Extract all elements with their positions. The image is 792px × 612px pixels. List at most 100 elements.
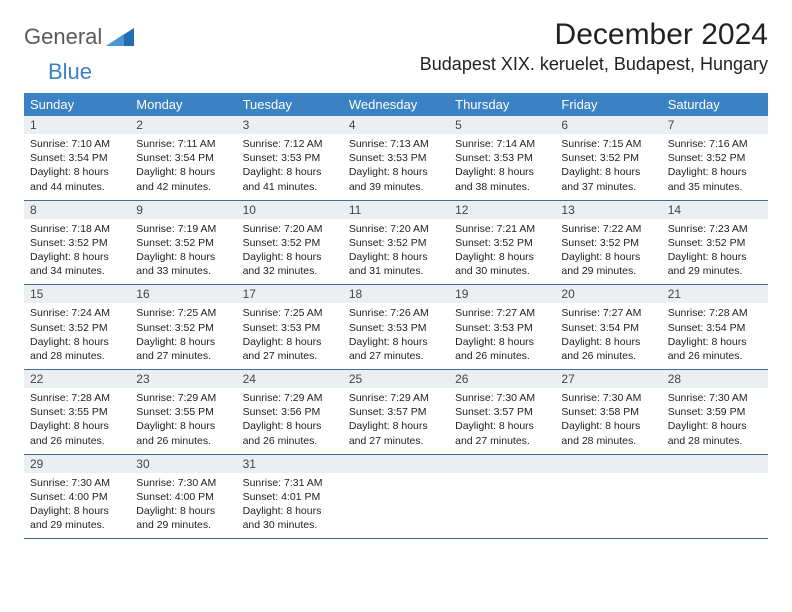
day-body: Sunrise: 7:13 AMSunset: 3:53 PMDaylight:…: [343, 134, 449, 200]
day-day2: and 26 minutes.: [668, 349, 762, 363]
day-sunset: Sunset: 3:53 PM: [349, 321, 443, 335]
day-sunrise: Sunrise: 7:12 AM: [243, 137, 337, 151]
day-sunrise: Sunrise: 7:25 AM: [243, 306, 337, 320]
day-number: [555, 455, 661, 473]
day-day1: Daylight: 8 hours: [243, 250, 337, 264]
day-body: Sunrise: 7:29 AMSunset: 3:57 PMDaylight:…: [343, 388, 449, 454]
day-sunset: Sunset: 3:52 PM: [349, 236, 443, 250]
day-sunset: Sunset: 3:53 PM: [455, 151, 549, 165]
day-sunset: Sunset: 3:59 PM: [668, 405, 762, 419]
day-day1: Daylight: 8 hours: [136, 419, 230, 433]
day-cell: 27Sunrise: 7:30 AMSunset: 3:58 PMDayligh…: [555, 370, 661, 454]
day-body: Sunrise: 7:28 AMSunset: 3:55 PMDaylight:…: [24, 388, 130, 454]
day-body: Sunrise: 7:22 AMSunset: 3:52 PMDaylight:…: [555, 219, 661, 285]
day-number: 19: [449, 285, 555, 303]
day-day2: and 26 minutes.: [136, 434, 230, 448]
day-cell: 23Sunrise: 7:29 AMSunset: 3:55 PMDayligh…: [130, 370, 236, 454]
day-cell: [662, 455, 768, 539]
day-day2: and 30 minutes.: [243, 518, 337, 532]
day-number: 15: [24, 285, 130, 303]
day-day1: Daylight: 8 hours: [136, 504, 230, 518]
day-sunrise: Sunrise: 7:30 AM: [455, 391, 549, 405]
day-sunset: Sunset: 3:53 PM: [455, 321, 549, 335]
day-day1: Daylight: 8 hours: [349, 250, 443, 264]
week-row: 22Sunrise: 7:28 AMSunset: 3:55 PMDayligh…: [24, 370, 768, 455]
day-cell: 9Sunrise: 7:19 AMSunset: 3:52 PMDaylight…: [130, 201, 236, 285]
week-row: 15Sunrise: 7:24 AMSunset: 3:52 PMDayligh…: [24, 285, 768, 370]
day-number: 11: [343, 201, 449, 219]
day-sunset: Sunset: 3:54 PM: [30, 151, 124, 165]
day-day1: Daylight: 8 hours: [30, 419, 124, 433]
day-day2: and 27 minutes.: [349, 349, 443, 363]
weekday-header-row: Sunday Monday Tuesday Wednesday Thursday…: [24, 93, 768, 116]
weeks-container: 1Sunrise: 7:10 AMSunset: 3:54 PMDaylight…: [24, 116, 768, 539]
day-body: Sunrise: 7:29 AMSunset: 3:56 PMDaylight:…: [237, 388, 343, 454]
day-day1: Daylight: 8 hours: [30, 335, 124, 349]
day-number: 28: [662, 370, 768, 388]
day-sunset: Sunset: 4:01 PM: [243, 490, 337, 504]
day-cell: 5Sunrise: 7:14 AMSunset: 3:53 PMDaylight…: [449, 116, 555, 200]
day-day1: Daylight: 8 hours: [561, 419, 655, 433]
day-day2: and 37 minutes.: [561, 180, 655, 194]
logo-text-2: Blue: [24, 59, 92, 84]
day-number: [343, 455, 449, 473]
calendar-page: General December 2024 Budapest XIX. keru…: [0, 0, 792, 539]
day-day2: and 42 minutes.: [136, 180, 230, 194]
day-number: 20: [555, 285, 661, 303]
dow-sunday: Sunday: [24, 93, 130, 116]
day-body: [662, 473, 768, 531]
day-number: 18: [343, 285, 449, 303]
day-sunset: Sunset: 3:58 PM: [561, 405, 655, 419]
day-sunrise: Sunrise: 7:23 AM: [668, 222, 762, 236]
day-sunset: Sunset: 3:57 PM: [349, 405, 443, 419]
day-day1: Daylight: 8 hours: [243, 335, 337, 349]
day-day2: and 41 minutes.: [243, 180, 337, 194]
day-body: Sunrise: 7:18 AMSunset: 3:52 PMDaylight:…: [24, 219, 130, 285]
day-day2: and 29 minutes.: [136, 518, 230, 532]
day-cell: 6Sunrise: 7:15 AMSunset: 3:52 PMDaylight…: [555, 116, 661, 200]
day-sunset: Sunset: 3:52 PM: [243, 236, 337, 250]
day-day1: Daylight: 8 hours: [668, 250, 762, 264]
day-day2: and 34 minutes.: [30, 264, 124, 278]
title-block: December 2024 Budapest XIX. keruelet, Bu…: [420, 18, 768, 75]
day-sunset: Sunset: 3:54 PM: [561, 321, 655, 335]
day-cell: 13Sunrise: 7:22 AMSunset: 3:52 PMDayligh…: [555, 201, 661, 285]
dow-tuesday: Tuesday: [237, 93, 343, 116]
day-day1: Daylight: 8 hours: [349, 335, 443, 349]
day-number: [662, 455, 768, 473]
day-body: Sunrise: 7:20 AMSunset: 3:52 PMDaylight:…: [343, 219, 449, 285]
day-day1: Daylight: 8 hours: [668, 419, 762, 433]
day-sunset: Sunset: 3:52 PM: [455, 236, 549, 250]
day-cell: 31Sunrise: 7:31 AMSunset: 4:01 PMDayligh…: [237, 455, 343, 539]
day-sunrise: Sunrise: 7:18 AM: [30, 222, 124, 236]
day-sunrise: Sunrise: 7:30 AM: [561, 391, 655, 405]
day-sunset: Sunset: 3:55 PM: [136, 405, 230, 419]
day-number: 14: [662, 201, 768, 219]
day-day1: Daylight: 8 hours: [561, 250, 655, 264]
day-day1: Daylight: 8 hours: [136, 335, 230, 349]
day-body: Sunrise: 7:10 AMSunset: 3:54 PMDaylight:…: [24, 134, 130, 200]
week-row: 29Sunrise: 7:30 AMSunset: 4:00 PMDayligh…: [24, 455, 768, 540]
day-day2: and 38 minutes.: [455, 180, 549, 194]
day-cell: 11Sunrise: 7:20 AMSunset: 3:52 PMDayligh…: [343, 201, 449, 285]
day-sunset: Sunset: 3:53 PM: [349, 151, 443, 165]
day-body: Sunrise: 7:27 AMSunset: 3:53 PMDaylight:…: [449, 303, 555, 369]
day-cell: 7Sunrise: 7:16 AMSunset: 3:52 PMDaylight…: [662, 116, 768, 200]
day-sunrise: Sunrise: 7:31 AM: [243, 476, 337, 490]
day-body: Sunrise: 7:21 AMSunset: 3:52 PMDaylight:…: [449, 219, 555, 285]
day-day1: Daylight: 8 hours: [136, 165, 230, 179]
day-body: Sunrise: 7:23 AMSunset: 3:52 PMDaylight:…: [662, 219, 768, 285]
day-number: 30: [130, 455, 236, 473]
day-body: Sunrise: 7:29 AMSunset: 3:55 PMDaylight:…: [130, 388, 236, 454]
day-cell: [449, 455, 555, 539]
day-day1: Daylight: 8 hours: [243, 504, 337, 518]
day-number: 12: [449, 201, 555, 219]
day-body: Sunrise: 7:30 AMSunset: 3:59 PMDaylight:…: [662, 388, 768, 454]
day-number: 9: [130, 201, 236, 219]
day-day2: and 29 minutes.: [561, 264, 655, 278]
day-sunrise: Sunrise: 7:30 AM: [30, 476, 124, 490]
day-sunset: Sunset: 3:53 PM: [243, 151, 337, 165]
day-day2: and 28 minutes.: [561, 434, 655, 448]
day-day2: and 27 minutes.: [136, 349, 230, 363]
day-sunrise: Sunrise: 7:24 AM: [30, 306, 124, 320]
